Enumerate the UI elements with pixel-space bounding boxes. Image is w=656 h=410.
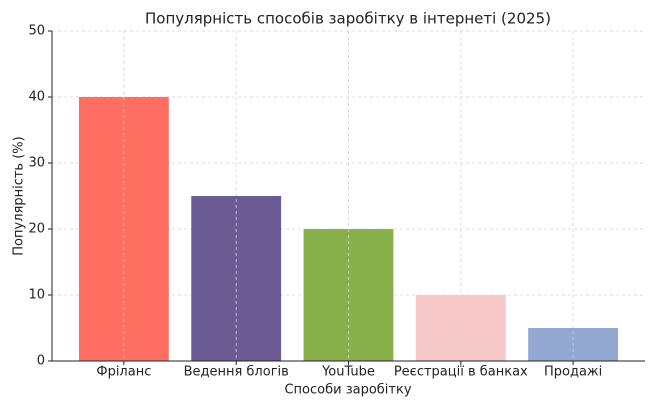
y-tick-label: 20 [28,222,45,237]
y-axis-label: Популярність (%) [12,136,27,255]
x-tick-label: Ведення блогів [184,365,289,380]
x-tick-label: Продажі [544,365,602,380]
y-tick-label: 30 [28,156,45,171]
y-tick-label: 40 [28,90,45,105]
x-tick-label: Реєстрації в банках [394,365,528,380]
y-tick-label: 10 [28,288,45,303]
y-tick-label: 50 [28,24,45,39]
chart-title: Популярність способів заробітку в інтерн… [145,10,551,28]
x-tick-label: YouTube [321,365,375,380]
x-axis-label: Способи заробітку [284,383,411,398]
y-tick-label: 0 [37,354,45,369]
x-tick-label: Фріланс [96,365,151,380]
